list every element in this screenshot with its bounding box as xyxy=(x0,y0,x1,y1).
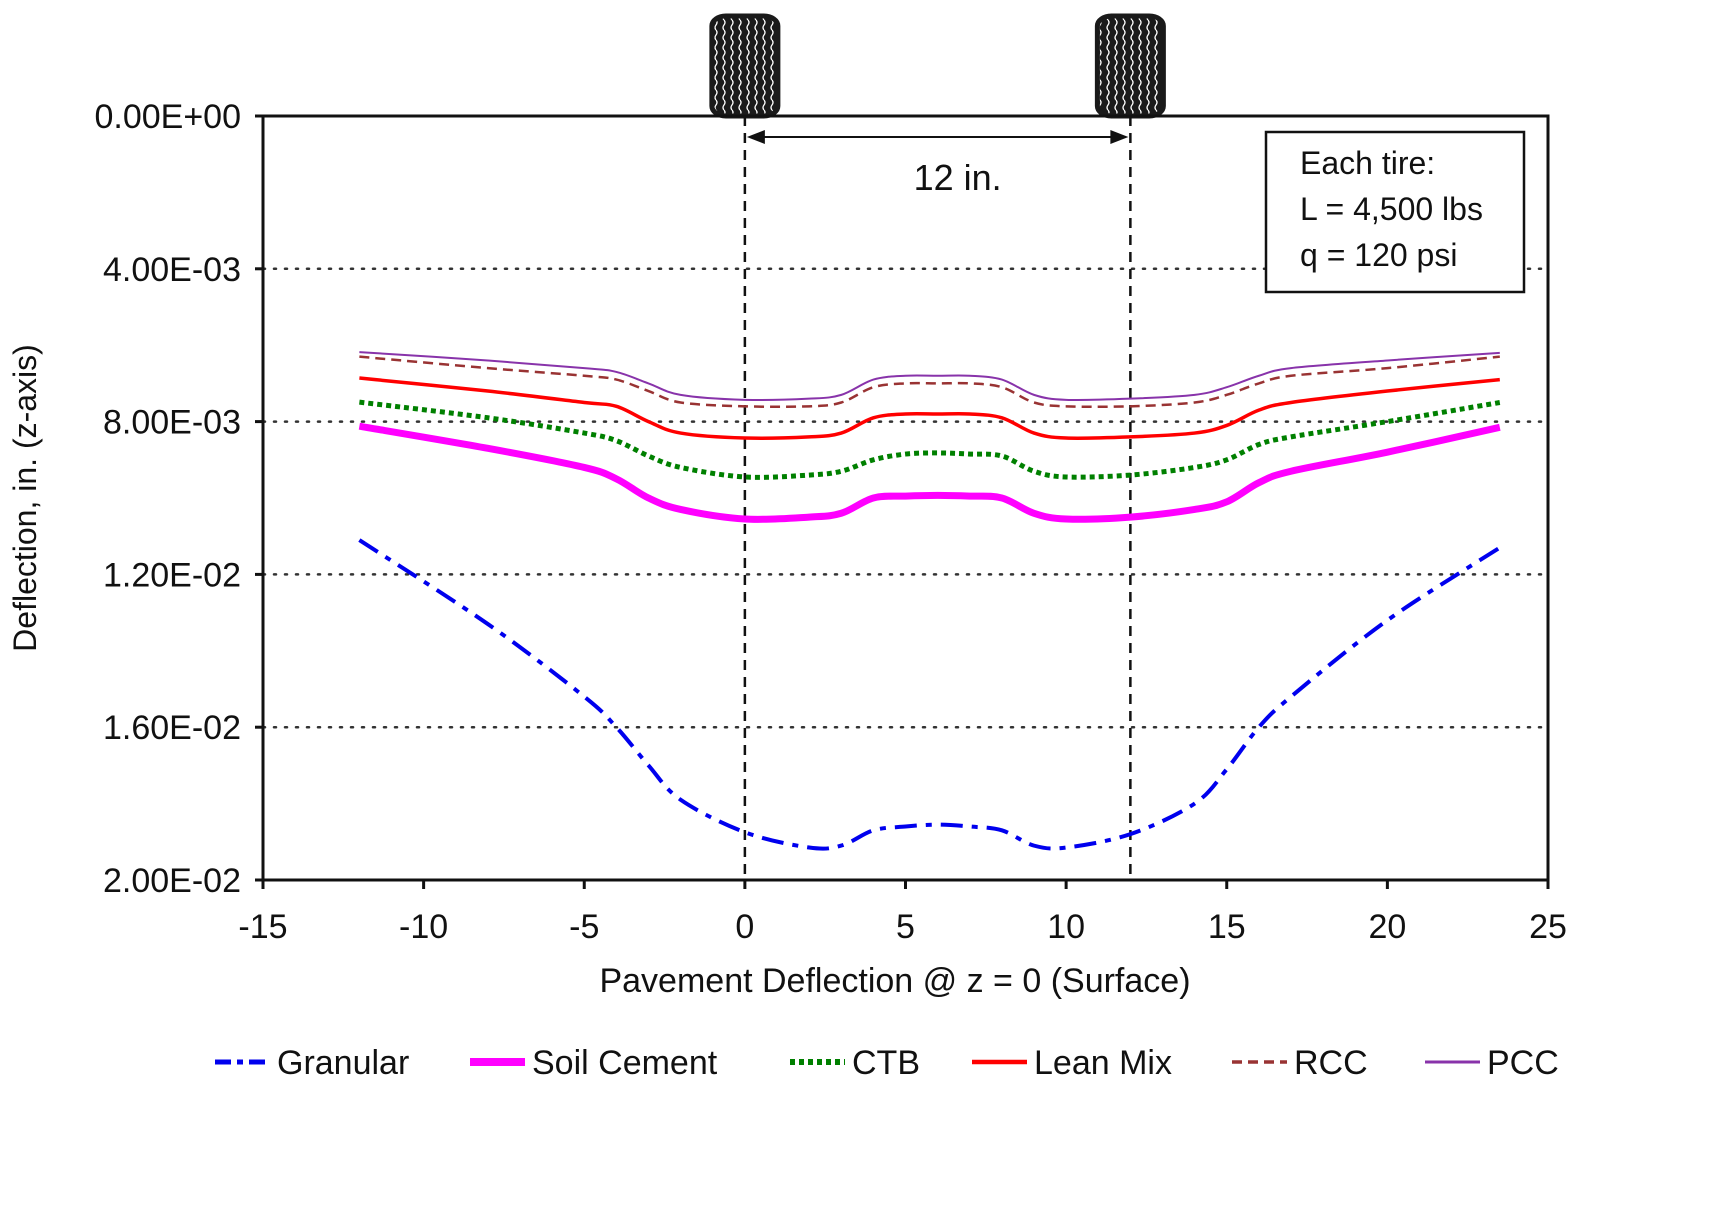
y-tick-label: 4.00E-03 xyxy=(103,251,241,289)
x-tick-label: -15 xyxy=(238,908,287,946)
legend-item-pcc: PCC xyxy=(1425,1044,1559,1082)
legend-item-granular: Granular xyxy=(215,1044,409,1082)
y-tick-label: 0.00E+00 xyxy=(94,98,241,136)
arrow-right-icon xyxy=(1110,130,1129,144)
arrow-left-icon xyxy=(746,130,765,144)
y-tick-label: 1.20E-02 xyxy=(103,556,241,594)
x-axis: -15 -10 -5 0 5 10 15 20 25 xyxy=(238,880,1567,946)
dimension-label: 12 in. xyxy=(914,157,1002,198)
dimension-annotation: 12 in. xyxy=(746,130,1129,198)
x-tick-label: 25 xyxy=(1529,908,1567,946)
series-line-lean-mix xyxy=(359,376,1500,440)
legend-item-soil-cement: Soil Cement xyxy=(470,1044,718,1082)
legend-label: Soil Cement xyxy=(532,1044,718,1082)
y-tick-label: 2.00E-02 xyxy=(103,862,241,900)
x-tick-label: -10 xyxy=(399,908,448,946)
y-axis-label: Deflection, in. (z-axis) xyxy=(7,344,43,652)
info-box-frame xyxy=(1264,130,1526,294)
tire-icon xyxy=(1094,13,1166,119)
legend-item-rcc: RCC xyxy=(1232,1044,1368,1082)
legend-item-ctb: CTB xyxy=(790,1044,920,1082)
x-axis-label: Pavement Deflection @ z = 0 (Surface) xyxy=(599,962,1190,1000)
tire-centerlines xyxy=(743,116,1132,880)
y-axis: 0.00E+00 4.00E-03 8.00E-03 1.20E-02 1.60E-02… xyxy=(94,98,263,900)
info-box-line-1: Each tire: xyxy=(1300,145,1435,181)
legend-label: RCC xyxy=(1294,1044,1368,1082)
x-tick-label: 0 xyxy=(735,908,754,946)
x-tick-label: 20 xyxy=(1368,908,1406,946)
x-tick-label: 10 xyxy=(1047,908,1085,946)
info-box-line-2: L = 4,500 lbs xyxy=(1300,191,1483,227)
series-group xyxy=(358,351,1501,851)
tire-icon xyxy=(709,13,781,119)
series-line-soil-cement xyxy=(358,422,1501,523)
series-line-pcc xyxy=(359,351,1500,402)
x-tick-label: 5 xyxy=(896,908,915,946)
tire-icons xyxy=(709,13,1166,119)
y-tick-label: 1.60E-02 xyxy=(103,709,241,747)
legend-label: Lean Mix xyxy=(1034,1044,1172,1082)
legend-label: CTB xyxy=(852,1044,920,1082)
legend: Granular Soil Cement CTB Lean Mix RCC PCC xyxy=(215,1044,1559,1082)
legend-item-lean-mix: Lean Mix xyxy=(972,1044,1172,1082)
x-tick-label: 15 xyxy=(1208,908,1246,946)
legend-label: PCC xyxy=(1487,1044,1559,1082)
info-box: Each tire: L = 4,500 lbs q = 120 psi xyxy=(1264,130,1526,294)
series-line-granular xyxy=(358,538,1501,851)
series-line-rcc xyxy=(359,355,1500,409)
legend-label: Granular xyxy=(277,1044,409,1082)
y-tick-label: 8.00E-03 xyxy=(103,404,241,442)
info-box-line-3: q = 120 psi xyxy=(1300,237,1457,273)
x-tick-label: -5 xyxy=(569,908,599,946)
